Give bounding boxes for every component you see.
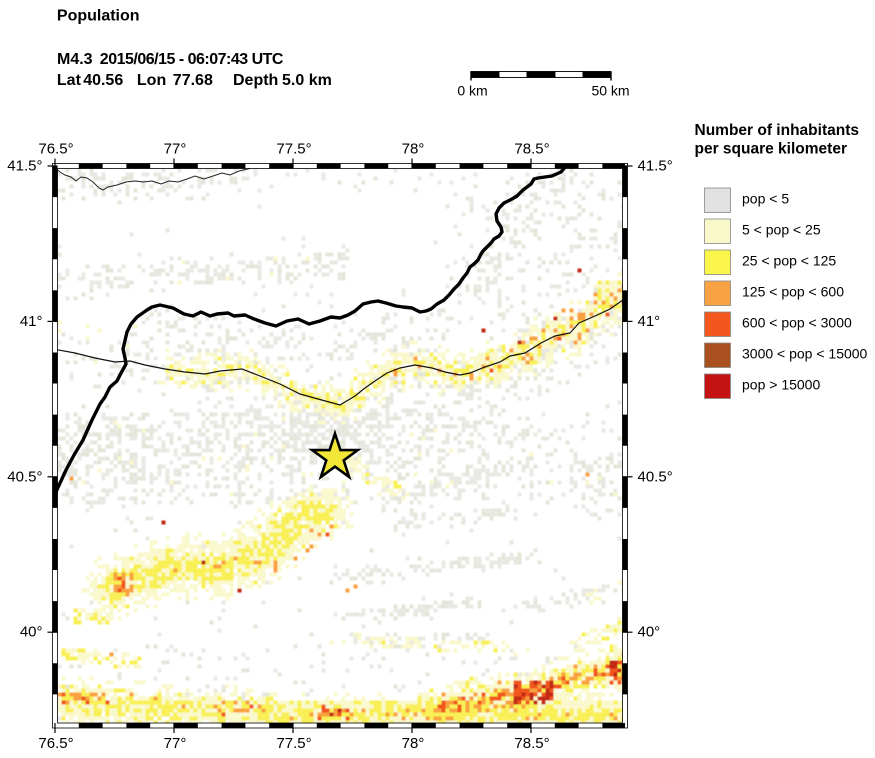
svg-text:76.5°: 76.5° [38,141,73,158]
svg-text:78°: 78° [402,141,425,158]
svg-text:77.5°: 77.5° [276,141,311,158]
svg-text:M4.3: M4.3 [57,51,93,68]
svg-text:40°: 40° [638,624,661,641]
svg-text:per square kilometer: per square kilometer [695,141,847,158]
svg-text:pop > 15000: pop > 15000 [742,377,820,393]
svg-text:78.5°: 78.5° [514,141,549,158]
svg-text:Population: Population [57,8,140,25]
svg-text:40°: 40° [20,624,43,641]
svg-text:77.5°: 77.5° [276,735,311,752]
svg-text:Number of inhabitants: Number of inhabitants [695,122,859,139]
svg-text:78.5°: 78.5° [514,735,549,752]
svg-text:Lon: Lon [137,72,166,89]
svg-text:40.56: 40.56 [83,72,123,89]
svg-text:40.5°: 40.5° [7,468,42,485]
svg-text:pop < 5: pop < 5 [742,191,789,207]
svg-text:77°: 77° [164,735,187,752]
svg-text:0 km: 0 km [457,83,487,99]
svg-text:600 < pop < 3000: 600 < pop < 3000 [742,315,852,331]
svg-text:78°: 78° [402,735,425,752]
svg-text:41°: 41° [20,313,43,330]
svg-text:77.68: 77.68 [173,72,213,89]
svg-text:2015/06/15 - 06:07:43 UTC: 2015/06/15 - 06:07:43 UTC [100,51,284,68]
svg-text:125 < pop < 600: 125 < pop < 600 [742,284,844,300]
svg-text:76.5°: 76.5° [38,735,73,752]
svg-text:5.0 km: 5.0 km [282,72,332,89]
svg-text:Depth: Depth [233,72,278,89]
svg-text:Lat: Lat [57,72,82,89]
svg-text:41.5°: 41.5° [7,158,42,175]
svg-text:41°: 41° [638,313,661,330]
svg-text:3000 < pop < 15000: 3000 < pop < 15000 [742,346,868,362]
svg-text:5 < pop < 25: 5 < pop < 25 [742,222,821,238]
svg-text:77°: 77° [164,141,187,158]
svg-text:25 < pop < 125: 25 < pop < 125 [742,253,836,269]
svg-text:41.5°: 41.5° [638,158,673,175]
svg-text:50 km: 50 km [591,83,629,99]
svg-text:40.5°: 40.5° [638,468,673,485]
